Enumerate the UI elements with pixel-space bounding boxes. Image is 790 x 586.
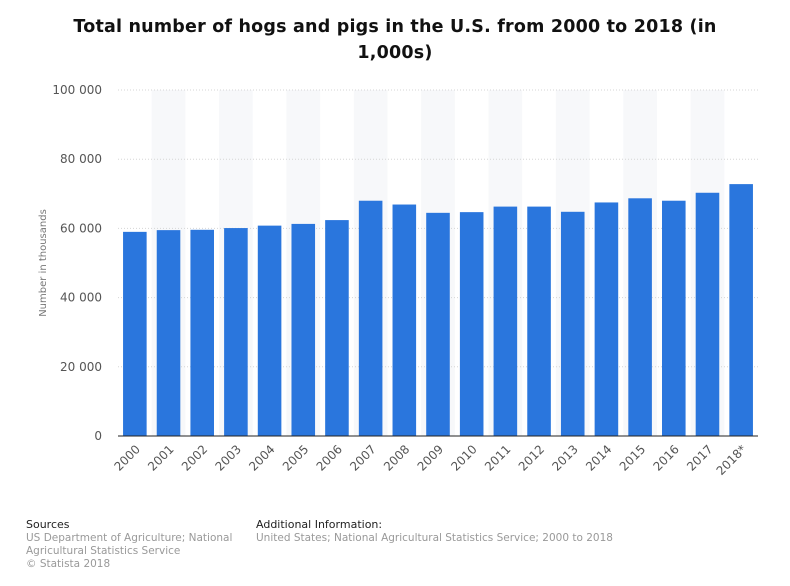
x-tick-label: 2016 (650, 442, 681, 473)
x-tick-label: 2003 (213, 442, 244, 473)
y-tick-label: 80 000 (60, 152, 102, 166)
x-tick-label: 2010 (448, 442, 479, 473)
bar (628, 198, 652, 436)
x-tick-label: 2007 (347, 442, 378, 473)
bar (560, 211, 585, 436)
bar (459, 212, 484, 436)
y-tick-label: 60 000 (60, 221, 102, 235)
x-tick-label: 2012 (516, 442, 547, 473)
bar (325, 220, 349, 436)
additional-info-block: Additional Information: United States; N… (256, 518, 656, 545)
y-tick-label: 0 (94, 429, 102, 443)
sources-heading: Sources (26, 518, 70, 531)
bar (729, 184, 753, 436)
x-tick-label: 2000 (111, 442, 142, 473)
bar (190, 229, 214, 436)
x-tick-label: 2014 (583, 442, 614, 473)
x-tick-label: 2009 (415, 442, 446, 473)
x-tick-label: 2015 (617, 442, 648, 473)
copyright: © Statista 2018 (26, 558, 111, 570)
y-tick-label: 100 000 (52, 83, 102, 97)
bar (493, 206, 518, 436)
x-tick-label: 2006 (314, 442, 345, 473)
x-tick-label: 2013 (549, 442, 580, 473)
sources-line-2: Agricultural Statistics Service (26, 545, 181, 557)
bar (123, 231, 147, 436)
y-tick-label: 40 000 (60, 291, 102, 305)
y-tick-label: 20 000 (60, 360, 102, 374)
x-tick-label: 2004 (246, 442, 277, 473)
x-tick-label: 2017 (684, 442, 715, 473)
bar (358, 200, 383, 436)
bar (257, 225, 282, 436)
bar-chart: 0 20 000 40 000 60 000 80 000 100 000 Number i… (38, 83, 758, 478)
bar (156, 230, 181, 436)
x-tick-label: 2018* (714, 442, 750, 478)
x-tick-label: 2011 (482, 442, 513, 473)
bar (291, 223, 316, 436)
bar (594, 202, 619, 436)
x-tick-label: 2002 (179, 442, 210, 473)
bar (392, 204, 417, 436)
bar (695, 192, 720, 436)
y-axis-label: Number in thousands (38, 209, 49, 317)
additional-info-text: United States; National Agricultural Sta… (256, 532, 613, 544)
bar (527, 206, 551, 436)
x-tick-label: 2005 (280, 442, 311, 473)
sources-line-1: US Department of Agriculture; National (26, 532, 233, 544)
x-tick-label: 2008 (381, 442, 412, 473)
bar (426, 212, 450, 436)
chart-title: Total number of hogs and pigs in the U.S… (73, 17, 717, 63)
bar (224, 228, 248, 436)
sources-block: Sources US Department of Agriculture; Na… (26, 518, 236, 571)
x-tick-label: 2001 (145, 442, 176, 473)
bar (662, 200, 686, 436)
additional-info-heading: Additional Information: (256, 518, 383, 531)
